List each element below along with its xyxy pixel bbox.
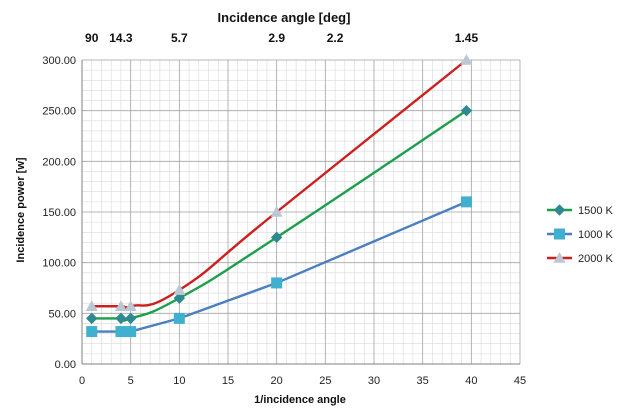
- data-point-2000-k: [124, 300, 137, 312]
- series-line-2000-k: [91, 59, 468, 310]
- x-tick-label: 40: [465, 375, 477, 387]
- legend-label-1500-k: 1500 K: [578, 205, 614, 217]
- data-point-1000-k: [173, 312, 185, 324]
- legend-label-1000-k: 1000 K: [578, 229, 614, 241]
- legend-marker-1000-k: [554, 228, 565, 240]
- data-point-1500-k: [115, 312, 127, 325]
- y-tick-label: 50.00: [48, 308, 76, 320]
- legend: 1500 K 1000 K 2000 K: [547, 204, 614, 265]
- x-tick-label: 10: [173, 375, 185, 387]
- x-tick-label: 20: [271, 375, 283, 387]
- x-tick-label: 0: [79, 375, 85, 387]
- y-tick-label: 300.00: [42, 55, 76, 67]
- legend-marker-1500-k: [553, 204, 566, 216]
- data-point-2000-k: [270, 206, 283, 217]
- x-tick-label: 25: [319, 375, 331, 387]
- top-tick-label: 2.9: [268, 31, 285, 45]
- data-point-2000-k: [85, 300, 98, 312]
- y-tick-label: 100.00: [42, 258, 76, 270]
- top-axis-title: Incidence angle [deg]: [218, 10, 351, 25]
- tick-labels: 0 5 10 15 20 25 30 35 40 45 0.00 50.00 100.00 150.00 2…: [42, 31, 526, 387]
- x-tick-label: 45: [514, 375, 526, 387]
- top-tick-label: 2.2: [327, 31, 344, 45]
- x-tick-label: 15: [222, 375, 234, 387]
- legend-label-2000-k: 2000 K: [578, 253, 614, 265]
- data-point-1000-k: [86, 326, 98, 338]
- data-point-1000-k: [125, 326, 137, 338]
- y-tick-label: 200.00: [42, 156, 76, 168]
- y-tick-label: 250.00: [42, 106, 76, 118]
- data-point-1500-k: [86, 312, 98, 325]
- y-tick-label: 0.00: [55, 359, 76, 371]
- top-tick-label: 90: [85, 31, 99, 45]
- x-tick-label: 35: [417, 375, 429, 387]
- data-point-1000-k: [460, 196, 472, 208]
- data-point-2000-k: [173, 284, 186, 295]
- y-tick-label: 150.00: [42, 207, 76, 219]
- series-markers: [85, 54, 473, 338]
- data-point-1500-k: [124, 312, 137, 325]
- top-tick-label: 1.45: [455, 31, 479, 45]
- grid: [81, 59, 521, 365]
- data-point-2000-k: [460, 54, 473, 65]
- data-point-1000-k: [271, 277, 283, 289]
- x-tick-label: 30: [368, 375, 380, 387]
- y-axis-title: Incidence power [w]: [15, 157, 27, 262]
- x-axis-title: 1/incidence angle: [254, 394, 346, 406]
- data-point-1500-k: [173, 292, 186, 304]
- x-tick-label: 5: [128, 375, 134, 387]
- data-point-1500-k: [460, 104, 473, 117]
- top-tick-label: 14.3: [109, 31, 133, 45]
- top-tick-label: 5.7: [171, 31, 188, 45]
- data-point-1000-k: [115, 326, 127, 338]
- data-point-2000-k: [114, 300, 127, 312]
- series-line-1000-k: [91, 200, 467, 333]
- data-point-1500-k: [270, 231, 283, 244]
- legend-marker-2000-k: [553, 252, 566, 263]
- axes: [81, 60, 520, 365]
